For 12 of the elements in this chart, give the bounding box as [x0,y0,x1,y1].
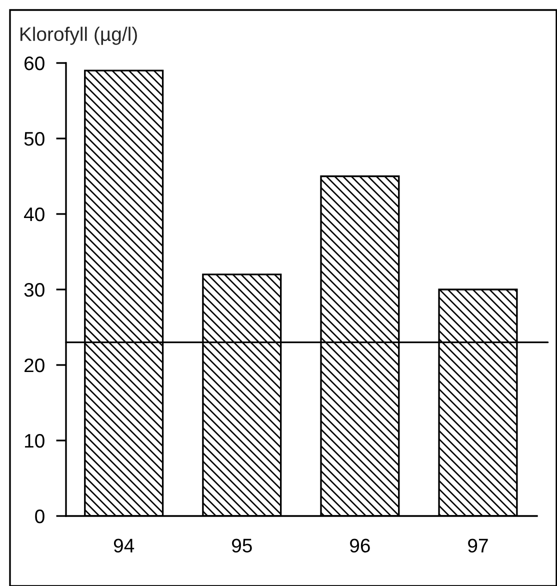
y-tick-label: 50 [24,132,44,146]
y-axis-title: Klorofyll (µg/l) [20,26,137,45]
y-tick-label: 20 [24,358,44,372]
y-tick-label: 30 [24,282,44,297]
y-tick-label: 40 [24,207,44,222]
y-tick-label: 10 [25,434,44,448]
x-tick-label: 94 [114,538,134,553]
x-tick-label: 95 [232,538,252,553]
x-tick-label: 97 [468,538,488,553]
y-tick-label: 60 [24,56,44,70]
y-tick-label: 0 [35,509,44,524]
x-tick-label: 96 [350,538,370,553]
